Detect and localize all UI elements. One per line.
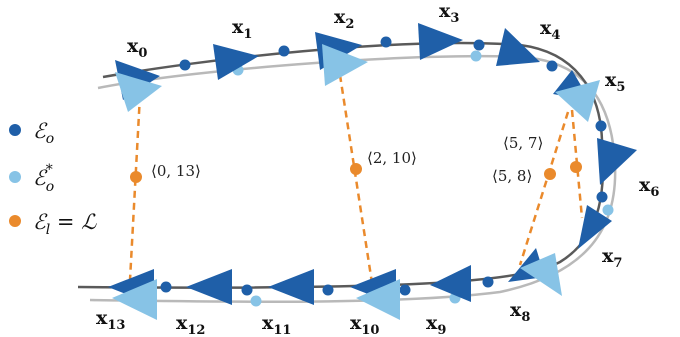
label-x5: x5 xyxy=(605,69,625,95)
label-x9: x9 xyxy=(426,312,446,337)
label-x8: x8 xyxy=(510,299,530,325)
loop-closure-edge xyxy=(128,94,142,281)
label-x4: x4 xyxy=(540,17,560,43)
odometry-factor-dark xyxy=(596,191,608,203)
loop-closure-edge xyxy=(338,74,374,284)
loop-closure-edge xyxy=(518,111,570,266)
legend-marker-loop-closure xyxy=(9,215,21,227)
loop-closure-label-0-13: ⟨0, 13⟩ xyxy=(151,162,201,180)
odometry-factor-light xyxy=(470,50,482,62)
label-x0: x0 xyxy=(127,35,147,61)
label-x12: x12 xyxy=(176,312,205,337)
odometry-factor-dark xyxy=(482,276,494,288)
odometry-factor-dark xyxy=(399,284,411,296)
pose-x8-ground-truth xyxy=(520,253,562,296)
pose-x2-ground-truth xyxy=(322,44,368,86)
loop-closure-label-2-10: ⟨2, 10⟩ xyxy=(367,149,417,167)
pose-x10-ground-truth xyxy=(356,279,400,320)
pose-x13-ground-truth xyxy=(112,279,157,320)
legend-label-loop-closure: ℰl = ℒ xyxy=(33,210,97,238)
pose-x5-ground-truth xyxy=(555,80,600,122)
odometry-factor-dark xyxy=(241,284,253,296)
pose-x0-ground-truth xyxy=(115,72,162,112)
pose-x12 xyxy=(186,269,232,305)
pose-x7 xyxy=(578,205,612,249)
label-x3: x3 xyxy=(439,0,459,26)
odometry-factor-dark xyxy=(595,120,607,132)
odometry-factor-light xyxy=(602,204,614,216)
loop-closure-factors xyxy=(130,161,582,183)
odometry-factor-light xyxy=(250,295,262,307)
pose-x3 xyxy=(418,23,463,60)
loop-closure-factor-0-13 xyxy=(130,171,142,183)
label-x7: x7 xyxy=(602,245,622,271)
odometry-factor-dark xyxy=(278,45,290,57)
odometry-factor-dark xyxy=(473,39,485,51)
loop-closure-labels: ⟨0, 13⟩ ⟨2, 10⟩ ⟨5, 7⟩ ⟨5, 8⟩ xyxy=(151,134,543,185)
legend-label-odometry-ground-truth: ℰ* o xyxy=(33,162,54,195)
pose-x6 xyxy=(597,138,637,185)
legend-marker-odometry xyxy=(9,124,21,136)
odometry-factors xyxy=(160,36,614,307)
loop-closure-label-5-8: ⟨5, 8⟩ xyxy=(492,167,532,185)
pose-x9 xyxy=(430,265,471,302)
odometry-factor-dark xyxy=(179,59,191,71)
odometry-factor-dark xyxy=(160,281,172,293)
loop-closure-factor-5-8 xyxy=(544,168,556,180)
legend-label-odometry: ℰo xyxy=(33,119,54,147)
odometry-factor-dark xyxy=(546,60,558,72)
label-x6: x6 xyxy=(639,174,659,200)
legend: ℰo ℰ* o ℰl = ℒ xyxy=(9,119,97,238)
loop-closure-factor-5-7 xyxy=(570,161,582,173)
odometry-factor-dark xyxy=(380,36,392,48)
node-labels: x0 x1 x2 x3 x4 x5 x6 x7 x8 x9 x10 x11 x1… xyxy=(96,0,659,337)
label-x10: x10 xyxy=(350,312,379,337)
loop-closure-label-5-7: ⟨5, 7⟩ xyxy=(503,134,543,152)
poses xyxy=(108,23,637,320)
pose-x4 xyxy=(496,28,540,66)
label-x2: x2 xyxy=(334,6,354,32)
label-x13: x13 xyxy=(96,307,125,333)
label-x11: x11 xyxy=(262,312,291,337)
pose-x1 xyxy=(213,44,259,80)
legend-marker-odometry-ground-truth xyxy=(9,171,21,183)
pose-x11 xyxy=(268,269,314,305)
odometry-factor-dark xyxy=(322,284,334,296)
loop-closure-factor-2-10 xyxy=(350,163,362,175)
label-x1: x1 xyxy=(232,16,252,42)
